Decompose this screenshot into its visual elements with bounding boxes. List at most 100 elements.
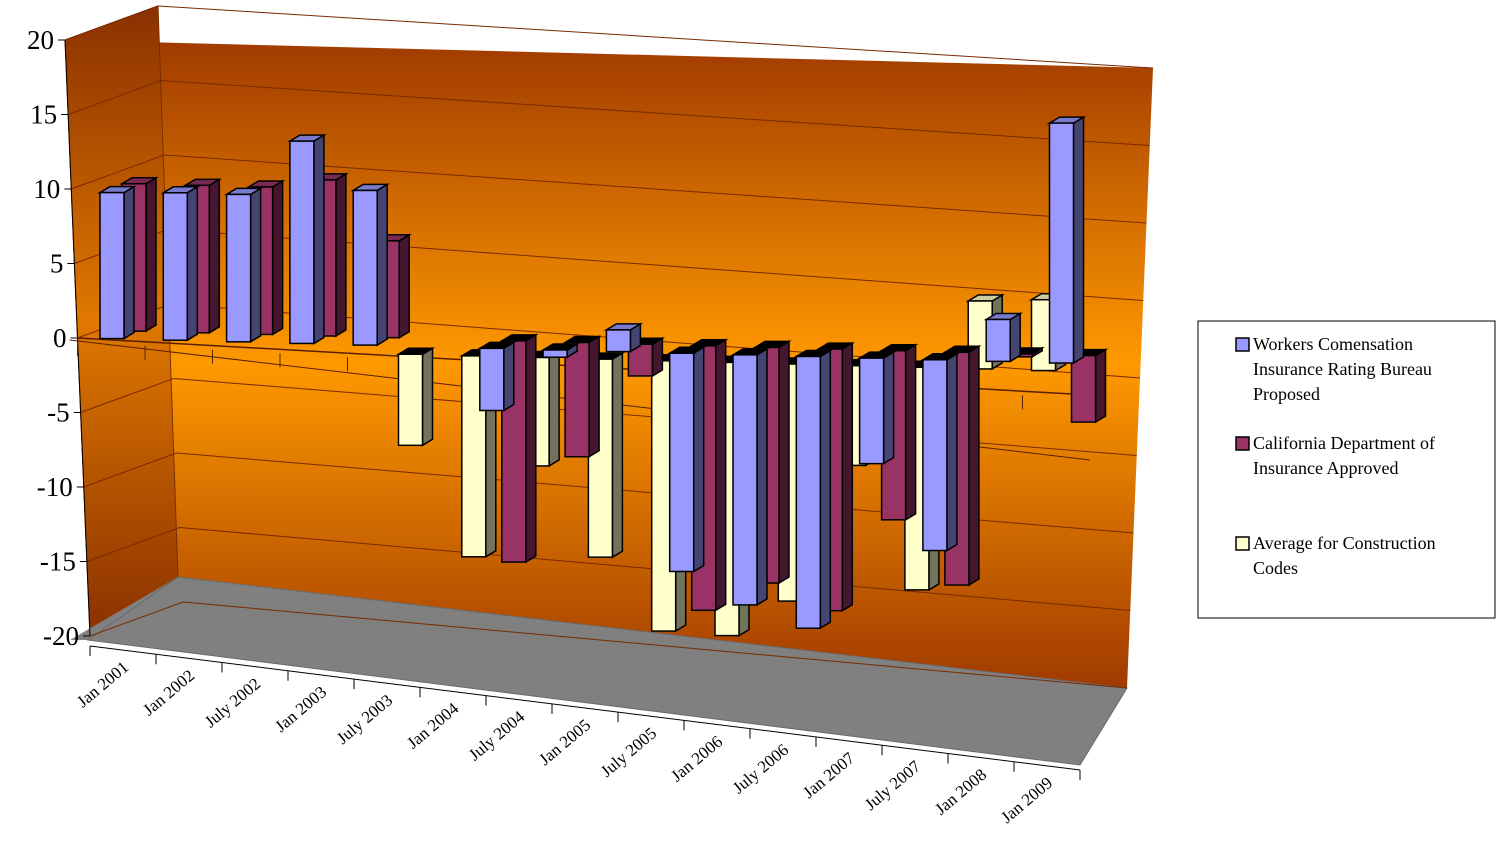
bar-front xyxy=(352,189,378,346)
bar-front xyxy=(1048,122,1075,364)
bar-side xyxy=(548,350,560,468)
y-tick-label: 5 xyxy=(50,249,64,279)
bar-side xyxy=(968,344,980,587)
legend-label: California Department of xyxy=(1253,433,1435,453)
y-tick-label: -10 xyxy=(37,472,73,502)
bar-front xyxy=(225,193,252,343)
bar-front xyxy=(922,359,948,552)
x-tick-label: Jan 2003 xyxy=(271,682,330,736)
bar xyxy=(223,187,264,344)
side-gridline xyxy=(64,5,159,41)
bar-side xyxy=(1094,348,1107,424)
bar-side xyxy=(313,133,325,345)
bar-front xyxy=(461,355,487,558)
side-gridline xyxy=(89,601,184,637)
y-tick-label: 20 xyxy=(27,25,54,55)
bar-front xyxy=(564,341,590,458)
side-gridline xyxy=(83,452,177,488)
bar-side xyxy=(946,352,958,552)
x-tick-label: Jan 2009 xyxy=(997,773,1056,827)
bar-side xyxy=(588,335,600,459)
bar-front xyxy=(858,357,885,465)
bar-side xyxy=(692,345,705,573)
side-gridline xyxy=(86,527,181,562)
bar-side xyxy=(271,179,284,336)
bar-side xyxy=(208,178,221,335)
y-tick-label: 10 xyxy=(33,174,60,204)
bar-front xyxy=(289,140,315,345)
bar-side xyxy=(1009,312,1021,363)
bar xyxy=(562,335,602,459)
y-tick-label: -5 xyxy=(47,398,70,428)
legend-label: Insurance Approved xyxy=(1253,458,1398,478)
legend-swatch xyxy=(1235,337,1250,352)
bar xyxy=(1068,348,1109,424)
bar-side xyxy=(123,185,135,340)
bar xyxy=(603,322,644,353)
bar-front xyxy=(985,318,1011,363)
bar xyxy=(160,185,201,342)
gridline xyxy=(164,154,1147,224)
bar xyxy=(793,349,834,630)
y-tick-label: 0 xyxy=(53,323,67,353)
bar-side xyxy=(611,351,624,559)
bar-side xyxy=(335,172,347,338)
bar xyxy=(395,346,436,447)
side-gridline xyxy=(67,80,162,115)
x-tick-label: July 2002 xyxy=(201,674,264,731)
legend-swatch xyxy=(1235,436,1250,451)
y-axis: 20 15 10 5 0 -5 -10 -15 -20 xyxy=(27,25,91,651)
x-axis-line xyxy=(89,645,1081,771)
bar xyxy=(477,341,517,412)
bar-front xyxy=(479,347,505,412)
x-tick-label: Jan 2004 xyxy=(403,698,462,752)
bar-side xyxy=(714,338,727,612)
bar-front xyxy=(99,191,125,340)
bars xyxy=(97,115,1109,637)
bar-side xyxy=(376,183,388,347)
bar xyxy=(540,342,580,359)
legend-label: Insurance Rating Bureau xyxy=(1253,359,1432,379)
legend: Workers Comensation Insurance Rating Bure… xyxy=(1197,320,1496,619)
x-tick-label: Jan 2001 xyxy=(73,657,132,711)
x-tick-label: July 2007 xyxy=(861,756,925,814)
legend-swatch xyxy=(1235,536,1250,551)
bar-side xyxy=(1072,115,1085,365)
floor-plane xyxy=(86,576,1128,766)
x-tick-label: July 2006 xyxy=(729,740,792,797)
bar-side xyxy=(819,349,832,630)
bar xyxy=(666,345,707,573)
bar-side xyxy=(145,176,157,333)
bar-side xyxy=(421,346,434,447)
bar-side xyxy=(398,233,410,340)
x-tick-label: Jan 2007 xyxy=(799,748,858,802)
bar xyxy=(350,183,390,347)
bar xyxy=(1046,115,1087,365)
x-tick-label: Jan 2006 xyxy=(667,732,726,786)
bar xyxy=(856,350,897,465)
bar-side xyxy=(186,185,199,342)
legend-box xyxy=(1197,320,1496,619)
gridline xyxy=(157,5,1154,69)
x-tick-label: July 2005 xyxy=(597,724,660,781)
bar xyxy=(287,133,327,345)
bar-side xyxy=(841,341,854,613)
bar-front xyxy=(668,352,695,573)
bar-side xyxy=(882,350,895,465)
legend-label: Proposed xyxy=(1253,384,1320,404)
bar xyxy=(97,185,137,340)
gridline xyxy=(161,80,1150,146)
bar-side xyxy=(503,341,515,412)
bar-side xyxy=(525,333,537,564)
bar xyxy=(920,352,960,552)
side-gridline xyxy=(71,154,165,190)
bar-front xyxy=(605,329,632,353)
bar-front xyxy=(542,349,568,358)
bar xyxy=(983,312,1023,363)
bar-side xyxy=(249,187,262,344)
gridline xyxy=(182,601,1128,689)
x-tick-label: Jan 2005 xyxy=(535,715,594,769)
bar-side xyxy=(778,340,790,585)
bar-front xyxy=(397,353,424,447)
